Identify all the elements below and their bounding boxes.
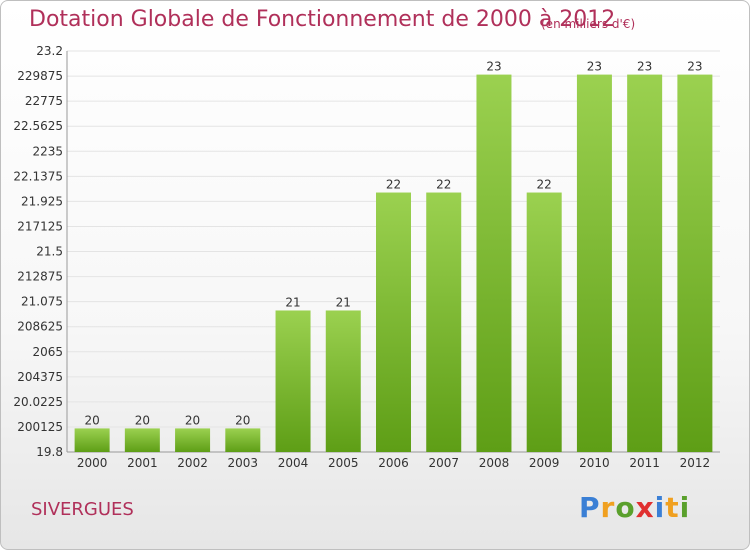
x-tick-label: 2001 — [127, 456, 158, 470]
data-label: 21 — [285, 295, 300, 309]
proxiti-logo: Proxiti — [579, 491, 691, 524]
data-label: 23 — [637, 60, 652, 74]
y-tick-label: 204375 — [17, 370, 63, 384]
y-tick-label: 200125 — [17, 420, 63, 434]
y-tick-label: 212875 — [17, 270, 63, 284]
y-tick-label: 19.8 — [36, 445, 63, 459]
bar-2011 — [627, 74, 663, 453]
bar-2008 — [476, 74, 512, 453]
x-tick-label: 2002 — [177, 456, 208, 470]
bar-2001 — [124, 428, 160, 452]
y-tick-label: 21.5 — [36, 245, 63, 259]
x-tick-label: 2006 — [378, 456, 409, 470]
bar-2000 — [74, 428, 110, 452]
data-label: 22 — [386, 178, 401, 192]
y-tick-label: 217125 — [17, 219, 63, 233]
data-label: 20 — [135, 413, 150, 427]
data-label: 21 — [336, 295, 351, 309]
bar-2002 — [175, 428, 211, 452]
data-label: 20 — [185, 413, 200, 427]
y-tick-label: 2065 — [32, 345, 63, 359]
bar-2003 — [225, 428, 261, 452]
bar-2005 — [325, 310, 361, 452]
y-tick-label: 20.0225 — [13, 395, 63, 409]
commune-name: SIVERGUES — [31, 499, 134, 520]
bar-2009 — [526, 192, 562, 452]
data-label: 20 — [84, 413, 99, 427]
x-tick-label: 2008 — [479, 456, 510, 470]
y-tick-label: 208625 — [17, 320, 63, 334]
y-tick-label: 22.1375 — [13, 169, 63, 183]
x-tick-label: 2003 — [228, 456, 259, 470]
data-label: 23 — [687, 60, 702, 74]
page-subtitle: (en milliers d'€) — [541, 17, 636, 31]
y-tick-label: 21.925 — [21, 194, 63, 208]
y-tick-label: 2235 — [32, 144, 63, 158]
bar-2006 — [376, 192, 411, 452]
x-tick-label: 2011 — [629, 456, 660, 470]
x-tick-label: 2005 — [328, 456, 359, 470]
x-tick-label: 2010 — [579, 456, 610, 470]
bar-2010 — [576, 74, 612, 453]
y-tick-label: 21.075 — [21, 295, 63, 309]
y-tick-label: 229875 — [17, 69, 63, 83]
y-tick-label: 23.2 — [36, 44, 63, 58]
x-tick-label: 2004 — [278, 456, 309, 470]
bar-2007 — [426, 192, 462, 452]
page-title: Dotation Globale de Fonctionnement de 20… — [29, 7, 616, 32]
y-tick-label: 22.5625 — [13, 119, 63, 133]
data-label: 20 — [235, 413, 250, 427]
data-label: 23 — [587, 60, 602, 74]
x-tick-label: 2000 — [77, 456, 108, 470]
bar-2004 — [275, 310, 311, 452]
data-label: 22 — [436, 178, 451, 192]
x-tick-label: 2012 — [680, 456, 711, 470]
data-label: 23 — [486, 60, 501, 74]
bar-2012 — [677, 74, 713, 453]
x-tick-label: 2007 — [428, 456, 459, 470]
x-tick-label: 2009 — [529, 456, 560, 470]
y-tick-label: 22775 — [25, 94, 63, 108]
data-label: 22 — [537, 178, 552, 192]
